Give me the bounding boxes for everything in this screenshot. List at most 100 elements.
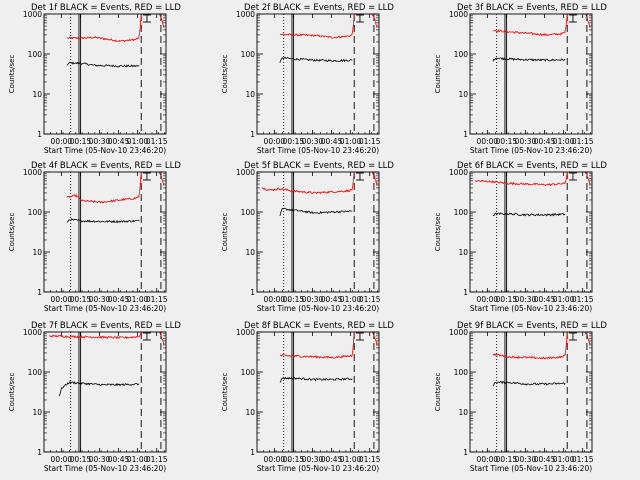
lld-series-line — [158, 171, 165, 187]
x-tick-label: 01:15 — [146, 455, 168, 464]
chart-title: Det 3f BLACK = Events, RED = LLD — [457, 3, 607, 13]
x-axis-label: Start Time (05-Nov-10 23:46:20) — [470, 146, 592, 155]
y-tick-label: 10 — [458, 90, 468, 99]
y-tick-label: 10 — [245, 408, 255, 417]
lld-series-line — [158, 331, 165, 346]
x-tick-label: 01:00 — [340, 137, 362, 146]
y-tick-label: 1000 — [449, 10, 468, 19]
y-tick-label: 1000 — [449, 328, 468, 337]
y-tick-label: 1000 — [236, 10, 255, 19]
events-series-line — [279, 56, 353, 64]
x-tick-label: 00:45 — [321, 455, 343, 464]
chart-panel-5: Det 5f BLACK = Events, RED = LLD Counts/s… — [221, 161, 394, 313]
plot-frame — [469, 13, 593, 135]
x-tick-label: 00:30 — [515, 455, 537, 464]
x-tick-label: 00:00 — [51, 295, 73, 304]
y-tick-label: 1000 — [23, 168, 42, 177]
chart-title: Det 6f BLACK = Events, RED = LLD — [457, 161, 607, 171]
x-tick-label: 00:00 — [264, 295, 286, 304]
x-tick-label: 01:00 — [127, 137, 149, 146]
y-tick-label: 1 — [463, 288, 468, 297]
y-axis-label: Counts/sec — [434, 213, 442, 252]
y-tick-label: 10 — [458, 408, 468, 417]
x-tick-label: 01:00 — [553, 295, 575, 304]
y-tick-label: 1 — [250, 448, 255, 457]
y-tick-label: 100 — [454, 50, 469, 59]
x-tick-label: 00:45 — [534, 295, 556, 304]
x-tick-label: 00:00 — [264, 137, 286, 146]
x-tick-label: 00:15 — [496, 295, 518, 304]
events-series-line — [279, 207, 353, 217]
x-tick-label: 00:30 — [515, 295, 537, 304]
y-tick-label: 10 — [32, 408, 42, 417]
y-tick-label: 1 — [37, 130, 42, 139]
x-tick-label: 00:15 — [283, 295, 305, 304]
y-tick-label: 1 — [37, 448, 42, 457]
x-tick-label: 00:15 — [283, 137, 305, 146]
x-tick-label: 00:00 — [51, 137, 73, 146]
x-tick-label: 00:45 — [321, 137, 343, 146]
y-axis-label: Counts/sec — [8, 213, 16, 252]
plot-frame — [43, 331, 167, 453]
x-tick-label: 00:45 — [321, 295, 343, 304]
x-tick-label: 00:15 — [496, 455, 518, 464]
x-tick-label: 00:30 — [89, 295, 111, 304]
x-tick-label: 00:15 — [70, 455, 92, 464]
chart-panel-8: Det 8f BLACK = Events, RED = LLD Counts/s… — [221, 321, 394, 473]
lld-series-line — [584, 171, 591, 186]
y-tick-label: 100 — [454, 368, 469, 377]
events-series-line — [66, 218, 140, 224]
x-tick-label: 01:15 — [359, 137, 381, 146]
plot-frame — [43, 13, 167, 135]
y-axis-label: Counts/sec — [8, 373, 16, 412]
events-series-line — [492, 56, 566, 63]
x-tick-label: 00:15 — [70, 137, 92, 146]
x-tick-label: 00:30 — [515, 137, 537, 146]
chart-title: Det 1f BLACK = Events, RED = LLD — [31, 3, 181, 13]
lld-series-line — [475, 171, 568, 187]
lld-series-line — [49, 331, 142, 340]
x-tick-label: 00:00 — [477, 455, 499, 464]
chart-panel-1: Det 1f BLACK = Events, RED = LLD Counts/s… — [8, 3, 181, 155]
x-tick-label: 00:15 — [70, 295, 92, 304]
lld-series-line — [492, 13, 568, 37]
plot-frame — [43, 171, 167, 293]
x-tick-label: 00:30 — [89, 455, 111, 464]
y-tick-label: 1 — [250, 130, 255, 139]
chart-title: Det 5f BLACK = Events, RED = LLD — [244, 161, 394, 171]
y-tick-label: 100 — [28, 50, 43, 59]
x-tick-label: 00:00 — [477, 137, 499, 146]
x-tick-label: 00:15 — [283, 455, 305, 464]
y-tick-label: 100 — [28, 208, 43, 217]
x-axis-label: Start Time (05-Nov-10 23:46:20) — [44, 304, 166, 313]
events-series-line — [492, 212, 566, 217]
events-series-line — [58, 380, 140, 397]
x-tick-label: 01:00 — [553, 455, 575, 464]
y-tick-label: 10 — [245, 248, 255, 257]
x-tick-label: 00:30 — [302, 137, 324, 146]
x-axis-label: Start Time (05-Nov-10 23:46:20) — [257, 146, 379, 155]
x-tick-label: 00:15 — [496, 137, 518, 146]
x-axis-label: Start Time (05-Nov-10 23:46:20) — [257, 304, 379, 313]
y-tick-label: 10 — [245, 90, 255, 99]
x-tick-label: 01:15 — [146, 137, 168, 146]
x-tick-label: 01:00 — [127, 295, 149, 304]
lld-series-line — [261, 171, 355, 195]
lld-series-line — [279, 331, 355, 359]
x-tick-label: 00:45 — [534, 455, 556, 464]
chart-panel-6: Det 6f BLACK = Events, RED = LLD Counts/s… — [434, 161, 607, 313]
lld-series-line — [492, 331, 568, 360]
x-tick-label: 00:45 — [108, 137, 130, 146]
lld-series-line — [158, 13, 165, 29]
y-tick-label: 1000 — [449, 168, 468, 177]
y-axis-label: Counts/sec — [221, 213, 229, 252]
y-tick-label: 100 — [241, 368, 256, 377]
x-tick-label: 00:45 — [534, 137, 556, 146]
x-tick-label: 01:00 — [553, 137, 575, 146]
lld-series-line — [371, 171, 378, 186]
x-tick-label: 00:00 — [264, 455, 286, 464]
y-tick-label: 1000 — [236, 328, 255, 337]
chart-title: Det 9f BLACK = Events, RED = LLD — [457, 321, 607, 331]
y-axis-label: Counts/sec — [434, 373, 442, 412]
y-tick-label: 1000 — [23, 10, 42, 19]
